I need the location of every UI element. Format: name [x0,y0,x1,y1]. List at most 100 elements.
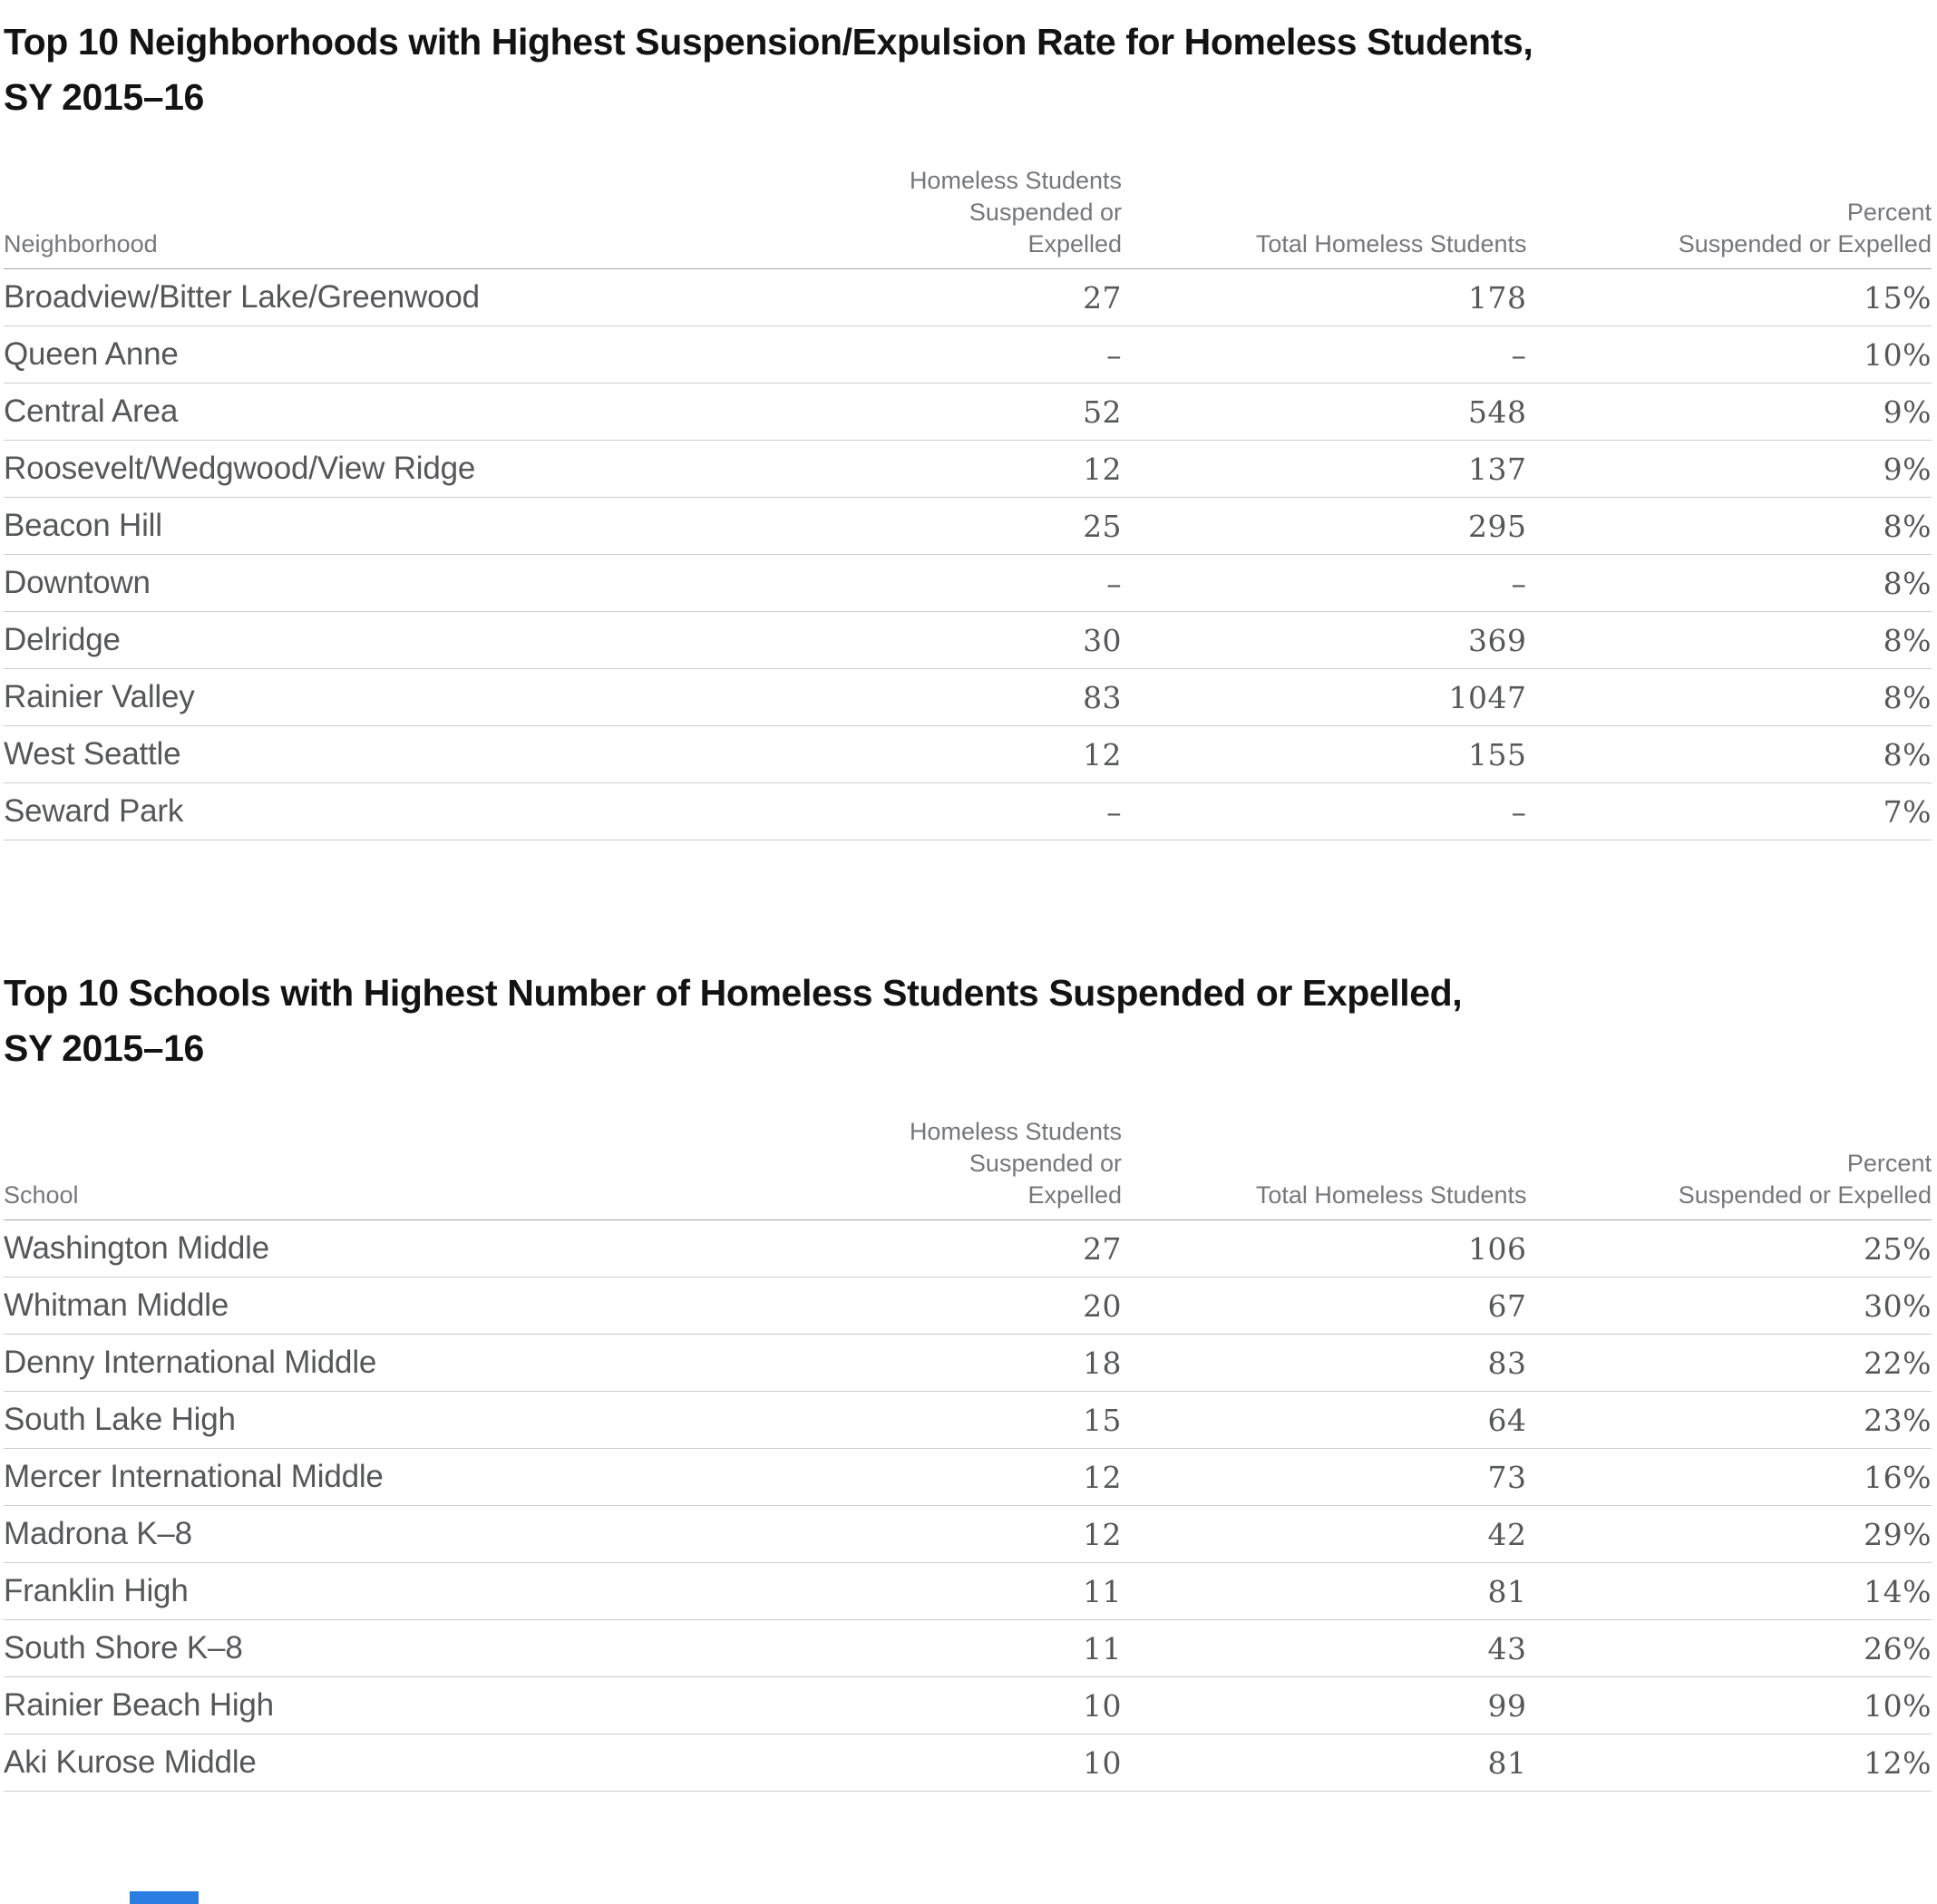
suspended-count-cell: – [1106,336,1123,373]
column-header-percent: Percent Suspended or Expelled [1678,199,1932,257]
neighborhoods-table-body: Broadview/Bitter Lake/Greenwood 27 178 1… [4,269,1932,840]
percent-cell: 16% [1864,1459,1932,1495]
table-row: Whitman Middle 20 67 30% [4,1277,1932,1335]
percent-cell: 26% [1864,1630,1932,1666]
percent-cell: 8% [1883,679,1932,715]
percent-cell: 30% [1864,1287,1932,1324]
entity-name-cell: Roosevelt/Wedgwood/View Ridge [4,451,476,486]
percent-cell: 8% [1883,736,1932,772]
entity-name-cell: Franklin High [4,1573,189,1608]
entity-name-cell: Mercer International Middle [4,1459,384,1494]
column-header-total: Total Homeless Students [1255,1181,1527,1209]
schools-table-header: School Homeless Students Suspended or Ex… [4,1116,1932,1220]
total-students-cell: 178 [1468,279,1527,316]
column-header-percent: Percent Suspended or Expelled [1678,1150,1932,1209]
schools-table-title: Top 10 Schools with Highest Number of Ho… [4,966,1932,1076]
suspended-count-cell: 10 [1083,1744,1123,1781]
suspended-count-cell: 30 [1083,622,1123,658]
percent-cell: 10% [1864,336,1932,373]
suspended-count-cell: 11 [1083,1573,1123,1609]
entity-name-cell: Rainier Beach High [4,1687,274,1723]
total-students-cell: 43 [1487,1630,1527,1666]
table-row: South Shore K–8 11 43 26% [4,1620,1932,1677]
table-row: Franklin High 11 81 14% [4,1563,1932,1620]
entity-name-cell: West Seattle [4,736,181,772]
table-row: Washington Middle 27 106 25% [4,1220,1932,1277]
percent-cell: 9% [1883,451,1932,487]
table-row: Denny International Middle 18 83 22% [4,1335,1932,1392]
total-students-cell: 42 [1487,1516,1527,1552]
entity-name-cell: Rainier Valley [4,679,195,714]
suspended-count-cell: 27 [1083,279,1123,316]
entity-name-cell: Central Area [4,393,179,429]
table-row: Central Area 52 548 9% [4,384,1932,441]
table-row: Beacon Hill 25 295 8% [4,498,1932,555]
suspended-count-cell: 25 [1083,508,1123,544]
entity-name-cell: Beacon Hill [4,508,162,543]
total-students-cell: 81 [1487,1573,1527,1609]
suspended-count-cell: 15 [1083,1402,1123,1438]
suspended-count-cell: 52 [1083,393,1123,430]
table-row: Queen Anne – – 10% [4,326,1932,384]
percent-cell: 8% [1883,622,1932,658]
table-row: Delridge 30 369 8% [4,612,1932,669]
entity-name-cell: Queen Anne [4,336,179,372]
suspended-count-cell: 83 [1083,679,1123,715]
entity-name-cell: South Shore K–8 [4,1630,243,1666]
table-row: South Lake High 15 64 23% [4,1392,1932,1449]
percent-cell: 14% [1864,1573,1932,1609]
percent-cell: 22% [1864,1345,1932,1381]
percent-cell: 23% [1864,1402,1932,1438]
percent-cell: 10% [1864,1687,1932,1724]
percent-cell: 15% [1864,279,1932,316]
table-row: Downtown – – 8% [4,555,1932,612]
suspended-count-cell: 12 [1083,1459,1123,1495]
neighborhoods-table-title: Top 10 Neighborhoods with Highest Suspen… [4,15,1932,125]
suspended-count-cell: 10 [1083,1687,1123,1724]
entity-name-cell: Downtown [4,565,151,600]
column-header-neighborhood: Neighborhood [4,230,158,257]
total-students-cell: 67 [1487,1287,1527,1324]
suspended-count-cell: 27 [1083,1230,1123,1267]
title-line-2: SY 2015–16 [4,76,204,118]
table-row: West Seattle 12 155 8% [4,726,1932,783]
entity-name-cell: Delridge [4,622,121,657]
cropped-blue-accent-bar [130,1891,199,1904]
suspended-count-cell: – [1106,793,1123,830]
total-students-cell: – [1511,565,1527,601]
column-header-school: School [4,1181,79,1209]
percent-cell: 29% [1864,1516,1932,1552]
neighborhoods-table-header: Neighborhood Homeless Students Suspended… [4,165,1932,269]
entity-name-cell: South Lake High [4,1402,236,1437]
total-students-cell: – [1511,336,1527,373]
total-students-cell: 64 [1487,1402,1527,1438]
total-students-cell: 99 [1487,1687,1527,1724]
percent-cell: 7% [1883,793,1932,830]
table-row: Roosevelt/Wedgwood/View Ridge 12 137 9% [4,441,1932,498]
table-row: Mercer International Middle 12 73 16% [4,1449,1932,1506]
total-students-cell: 155 [1468,736,1527,772]
suspended-count-cell: – [1106,565,1123,601]
title-line-1: Top 10 Schools with Highest Number of Ho… [4,972,1463,1014]
entity-name-cell: Seward Park [4,793,184,829]
entity-name-cell: Aki Kurose Middle [4,1744,257,1780]
column-header-suspended: Homeless Students Suspended or Expelled [909,167,1123,257]
entity-name-cell: Whitman Middle [4,1287,229,1323]
percent-cell: 9% [1883,393,1932,430]
schools-table-section: Top 10 Schools with Highest Number of Ho… [4,966,1932,1792]
percent-cell: 12% [1864,1744,1932,1781]
total-students-cell: 369 [1468,622,1527,658]
report-page: Top 10 Neighborhoods with Highest Suspen… [4,15,1932,1792]
suspended-count-cell: 18 [1083,1345,1123,1381]
total-students-cell: 81 [1487,1744,1527,1781]
total-students-cell: 295 [1468,508,1527,544]
title-line-1: Top 10 Neighborhoods with Highest Suspen… [4,21,1533,63]
total-students-cell: – [1511,793,1527,830]
suspended-count-cell: 12 [1083,1516,1123,1552]
entity-name-cell: Washington Middle [4,1230,269,1266]
suspended-count-cell: 12 [1083,451,1123,487]
total-students-cell: 83 [1487,1345,1527,1381]
table-row: Rainier Beach High 10 99 10% [4,1677,1932,1734]
entity-name-cell: Madrona K–8 [4,1516,192,1551]
total-students-cell: 137 [1468,451,1527,487]
